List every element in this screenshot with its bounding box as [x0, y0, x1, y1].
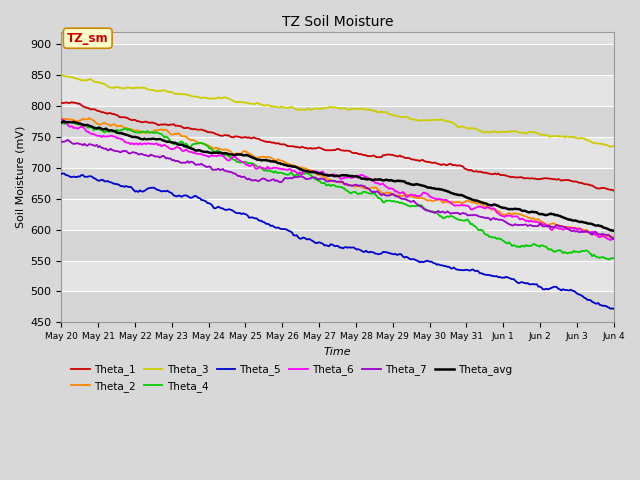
Bar [61, 199, 614, 229]
Bar [61, 137, 614, 168]
Bar [61, 261, 614, 291]
Y-axis label: Soil Moisture (mV): Soil Moisture (mV) [15, 126, 25, 228]
X-axis label: Time: Time [324, 347, 351, 357]
Title: TZ Soil Moisture: TZ Soil Moisture [282, 15, 394, 29]
Bar [61, 168, 614, 199]
Bar [61, 75, 614, 106]
Bar [61, 44, 614, 75]
Bar [61, 106, 614, 137]
Text: TZ_sm: TZ_sm [67, 32, 109, 45]
Bar [61, 229, 614, 261]
Bar [61, 291, 614, 323]
Legend: Theta_1, Theta_2, Theta_3, Theta_4, Theta_5, Theta_6, Theta_7, Theta_avg: Theta_1, Theta_2, Theta_3, Theta_4, Thet… [67, 360, 516, 396]
